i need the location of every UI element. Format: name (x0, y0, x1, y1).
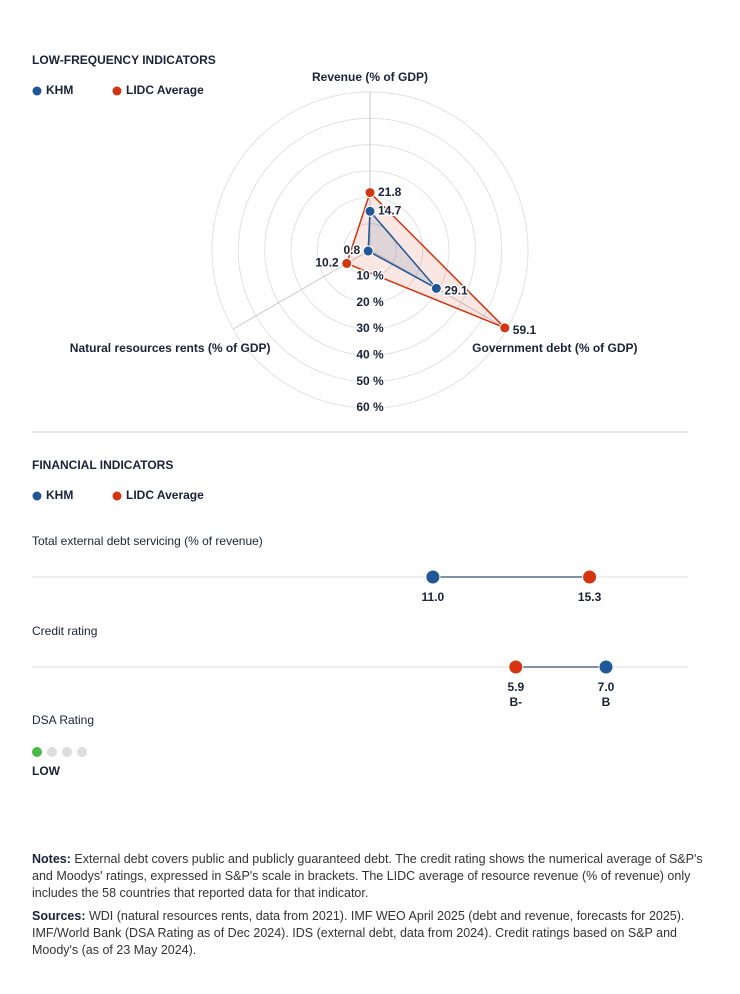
sources: Sources: WDI (natural resources rents, d… (32, 908, 708, 959)
value-label: 5.9 (507, 680, 524, 694)
notes-label: Notes: (32, 852, 71, 866)
radial-tick-label: 30 % (356, 321, 384, 335)
radar-point (362, 245, 374, 257)
rating-label: B- (509, 695, 522, 709)
radar-area (345, 191, 506, 329)
legend-label: LIDC Average (126, 83, 204, 97)
chart-title: LOW-FREQUENCY INDICATORS (32, 53, 216, 67)
value-label: 11.0 (422, 590, 445, 604)
notes: Notes: External debt covers public and p… (32, 851, 708, 902)
radar-point (364, 205, 376, 217)
dsa-dot (62, 747, 72, 757)
dot (425, 569, 441, 585)
panel-label: Credit rating (32, 624, 97, 638)
notes-text: External debt covers public and publicly… (32, 852, 703, 900)
radial-tick-label: 10 % (356, 269, 384, 283)
dsa-rating: LOW (32, 764, 61, 778)
sources-text: WDI (natural resources rents, data from … (32, 909, 685, 957)
axis-label: Natural resources rents (% of GDP) (70, 341, 271, 355)
data-label: 59.1 (513, 323, 537, 337)
axis-label: Revenue (% of GDP) (312, 70, 428, 84)
dsa-dot (77, 747, 87, 757)
radar-point (364, 187, 376, 199)
data-label: 10.2 (315, 256, 339, 270)
dsa-dot (32, 747, 42, 757)
dot (582, 569, 598, 585)
legend-marker (32, 86, 42, 96)
axis-label: Government debt (% of GDP) (472, 341, 637, 355)
dsa-title: DSA Rating (32, 713, 94, 727)
legend-label: LIDC Average (126, 488, 204, 502)
data-label: 21.8 (378, 185, 402, 199)
dot (508, 659, 524, 675)
radar-area (367, 209, 437, 289)
legend-marker (112, 491, 122, 501)
radar-point (430, 282, 442, 294)
radial-tick-label: 50 % (356, 374, 384, 388)
radial-tick-label: 40 % (356, 348, 384, 362)
footnotes: Notes: External debt covers public and p… (32, 851, 708, 965)
sources-label: Sources: (32, 909, 86, 923)
radar-point (499, 322, 511, 334)
radial-tick-label: 20 % (356, 295, 384, 309)
dot (598, 659, 614, 675)
legend-marker (112, 86, 122, 96)
charts: LOW-FREQUENCY INDICATORS KHM LIDC Average R… (32, 53, 688, 778)
panel-label: Total external debt servicing (% of reve… (32, 534, 263, 548)
radial-tick-label: 60 % (356, 400, 384, 414)
data-label: 29.1 (444, 283, 468, 297)
rating-label: B (602, 695, 611, 709)
dsa-dot (47, 747, 57, 757)
legend-label: KHM (46, 83, 73, 97)
legend-label: KHM (46, 488, 73, 502)
value-label: 15.3 (578, 590, 602, 604)
data-label: 0.8 (343, 243, 360, 257)
radar-point (341, 257, 353, 269)
data-label: 14.7 (378, 203, 402, 217)
chart-title: FINANCIAL INDICATORS (32, 458, 173, 472)
value-label: 7.0 (598, 680, 615, 694)
legend-marker (32, 491, 42, 501)
